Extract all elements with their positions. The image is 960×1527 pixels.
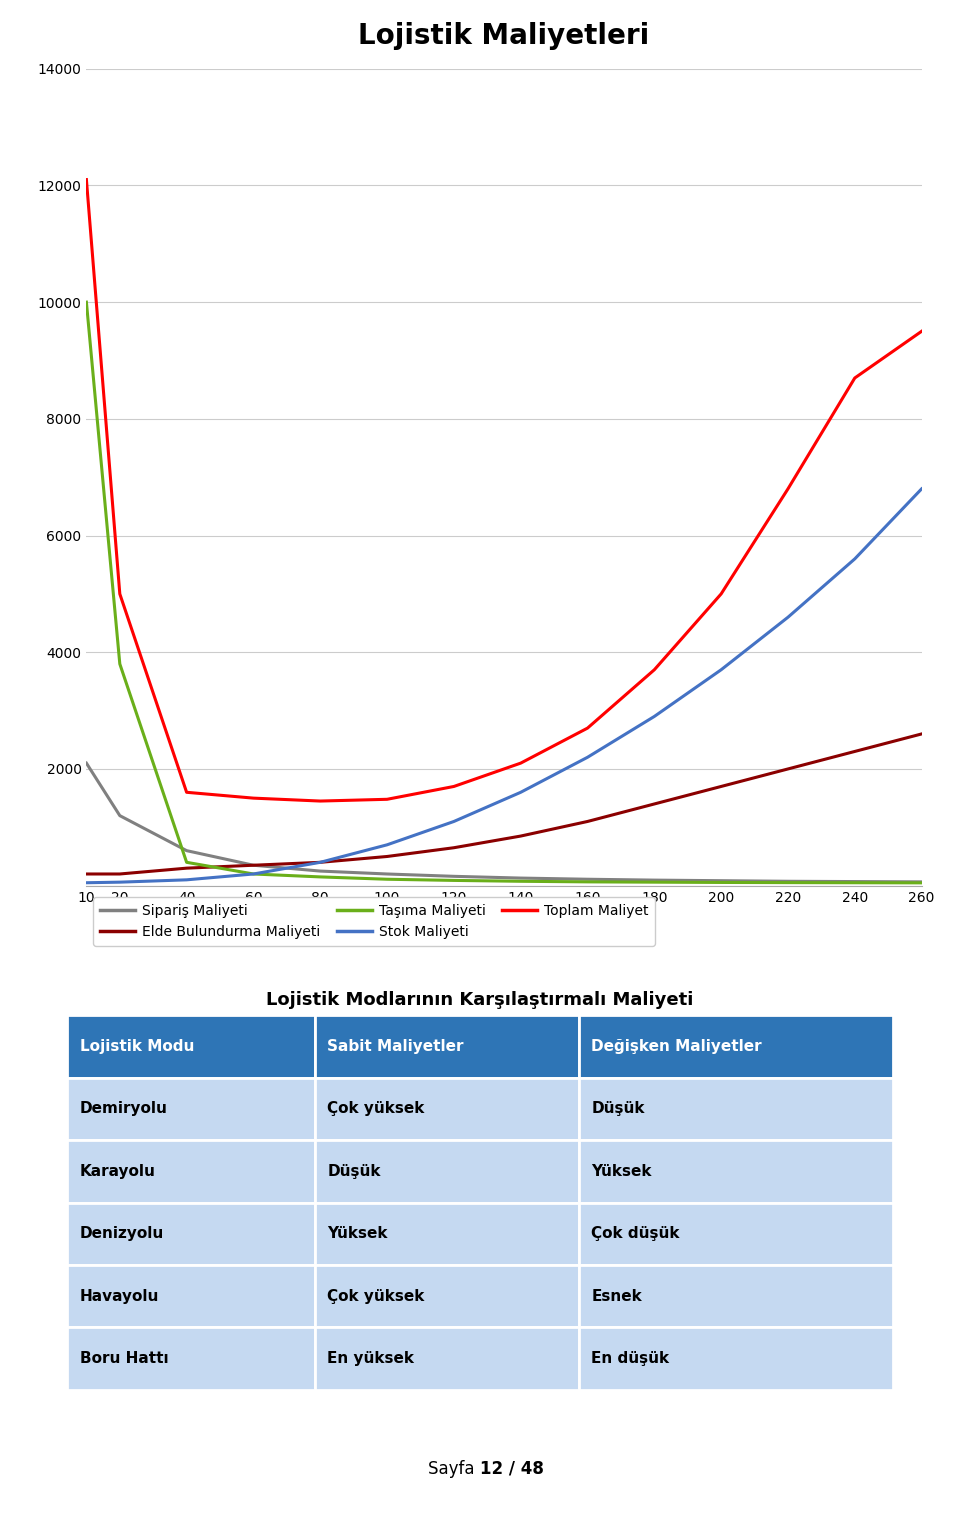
Text: Düşük: Düşük [591, 1101, 645, 1116]
FancyBboxPatch shape [579, 1203, 893, 1264]
FancyBboxPatch shape [579, 1327, 893, 1390]
FancyBboxPatch shape [579, 1264, 893, 1327]
Text: Lojistik Modu: Lojistik Modu [80, 1040, 194, 1054]
Text: Sayfa: Sayfa [428, 1460, 480, 1478]
Text: Sabit Maliyetler: Sabit Maliyetler [327, 1040, 464, 1054]
FancyBboxPatch shape [315, 1264, 579, 1327]
Text: Demiryolu: Demiryolu [80, 1101, 167, 1116]
FancyBboxPatch shape [315, 1327, 579, 1390]
Text: Boru Hattı: Boru Hattı [80, 1351, 168, 1365]
Text: Düşük: Düşük [327, 1164, 381, 1179]
FancyBboxPatch shape [579, 1141, 893, 1203]
FancyBboxPatch shape [315, 1078, 579, 1141]
Text: Lojistik Modlarının Karşılaştırmalı Maliyeti: Lojistik Modlarının Karşılaştırmalı Mali… [266, 991, 694, 1009]
FancyBboxPatch shape [67, 1203, 315, 1264]
FancyBboxPatch shape [67, 1141, 315, 1203]
Text: Esnek: Esnek [591, 1289, 642, 1304]
FancyBboxPatch shape [579, 1078, 893, 1141]
FancyBboxPatch shape [67, 1327, 315, 1390]
FancyBboxPatch shape [315, 1203, 579, 1264]
Text: Çok yüksek: Çok yüksek [327, 1101, 424, 1116]
Text: Yüksek: Yüksek [591, 1164, 652, 1179]
Title: Lojistik Maliyetleri: Lojistik Maliyetleri [358, 21, 650, 50]
Text: Değişken Maliyetler: Değişken Maliyetler [591, 1040, 762, 1054]
FancyBboxPatch shape [315, 1015, 579, 1078]
Text: En yüksek: En yüksek [327, 1351, 415, 1365]
FancyBboxPatch shape [67, 1264, 315, 1327]
FancyBboxPatch shape [67, 1078, 315, 1141]
Text: Çok düşük: Çok düşük [591, 1226, 680, 1241]
Text: Yüksek: Yüksek [327, 1226, 388, 1241]
Text: 12 / 48: 12 / 48 [480, 1460, 544, 1478]
FancyBboxPatch shape [67, 1015, 315, 1078]
Text: Karayolu: Karayolu [80, 1164, 156, 1179]
FancyBboxPatch shape [315, 1141, 579, 1203]
Legend: Sipariş Maliyeti, Elde Bulundurma Maliyeti, Taşıma Maliyeti, Stok Maliyeti, Topl: Sipariş Maliyeti, Elde Bulundurma Maliye… [93, 898, 655, 947]
Text: Çok yüksek: Çok yüksek [327, 1289, 424, 1304]
Text: Havayolu: Havayolu [80, 1289, 159, 1304]
Text: En düşük: En düşük [591, 1351, 669, 1365]
FancyBboxPatch shape [579, 1015, 893, 1078]
Text: Denizyolu: Denizyolu [80, 1226, 164, 1241]
